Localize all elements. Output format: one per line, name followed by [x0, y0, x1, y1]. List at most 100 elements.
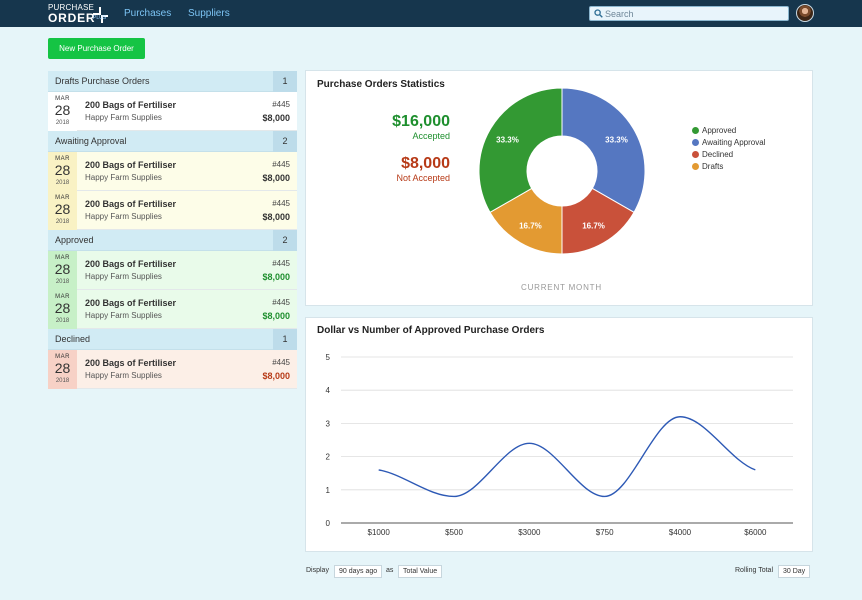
- x-tick-label: $6000: [744, 528, 767, 537]
- group-count: 2: [273, 131, 297, 152]
- group-title: Approved: [55, 235, 94, 245]
- y-tick-label: 3: [326, 419, 331, 428]
- order-row[interactable]: MAR 28 2018 200 Bags of Fertiliser Happy Far…: [48, 290, 297, 329]
- order-date: MAR 28 2018: [48, 251, 77, 290]
- logo-line1: PURCHASE: [48, 3, 95, 12]
- order-row[interactable]: MAR 28 2018 200 Bags of Fertiliser Happy Far…: [48, 152, 297, 191]
- order-name: 200 Bags of Fertiliser: [85, 199, 177, 209]
- order-number: #445: [272, 358, 290, 367]
- donut-chart: 33.3% 16.7% 16.7% 33.3%: [478, 87, 646, 255]
- y-tick-label: 4: [326, 386, 331, 395]
- order-date: MAR 28 2018: [48, 152, 77, 191]
- app-logo[interactable]: PURCHASE ORDER PLUS: [48, 4, 110, 24]
- y-tick-label: 2: [326, 453, 331, 462]
- line-series[interactable]: [378, 416, 756, 498]
- logo-mark-icon: [93, 5, 108, 23]
- order-amount: $8,000: [262, 272, 290, 282]
- search-input[interactable]: [605, 7, 785, 20]
- group-count: 1: [273, 71, 297, 92]
- not-accepted-label: Not Accepted: [396, 173, 450, 183]
- group-header-awaiting[interactable]: Awaiting Approval 2: [48, 131, 297, 152]
- accepted-value: $16,000: [392, 113, 450, 130]
- top-bar: PURCHASE ORDER PLUS Purchases Suppliers: [0, 0, 862, 27]
- period-label: CURRENT MONTH: [521, 283, 602, 292]
- logo-plus: PLUS: [93, 15, 107, 21]
- order-year: 2018: [55, 180, 70, 186]
- order-row[interactable]: MAR 28 2018 200 Bags of Fertiliser Happy Far…: [48, 191, 297, 230]
- legend-drafts-label: Drafts: [702, 162, 724, 171]
- order-year: 2018: [55, 318, 70, 324]
- nav-purchases[interactable]: Purchases: [124, 8, 172, 19]
- order-name: 200 Bags of Fertiliser: [85, 100, 177, 110]
- display-label: Display: [306, 567, 329, 574]
- donut-slice-label: 16.7%: [582, 222, 605, 231]
- group-count: 1: [273, 329, 297, 350]
- x-tick-label: $3000: [518, 528, 541, 537]
- donut-slice-awaiting-approval[interactable]: [561, 87, 646, 214]
- x-tick-label: $1000: [368, 528, 391, 537]
- display-select[interactable]: 90 days ago: [334, 565, 383, 578]
- order-number: #445: [272, 259, 290, 268]
- order-month: MAR: [55, 294, 70, 300]
- avatar[interactable]: [796, 4, 814, 22]
- donut-slice-approved[interactable]: [478, 87, 563, 214]
- rolling-total-label: Rolling Total: [735, 567, 774, 574]
- order-year: 2018: [55, 219, 70, 225]
- order-month: MAR: [55, 354, 70, 360]
- rolling-total-select[interactable]: 30 Day: [778, 565, 811, 578]
- order-supplier: Happy Farm Supplies: [85, 272, 162, 281]
- order-day: 28: [54, 162, 71, 178]
- order-day: 28: [54, 102, 71, 118]
- order-row[interactable]: MAR 28 2018 200 Bags of Fertiliser Happy Far…: [48, 92, 297, 131]
- order-number: #445: [272, 199, 290, 208]
- group-header-approved[interactable]: Approved 2: [48, 230, 297, 251]
- legend-approved-label: Approved: [702, 126, 737, 135]
- order-day: 28: [54, 201, 71, 217]
- not-accepted-value: $8,000: [401, 155, 450, 172]
- donut-slice-label: 33.3%: [496, 135, 519, 144]
- order-name: 200 Bags of Fertiliser: [85, 259, 177, 269]
- order-number: #445: [272, 160, 290, 169]
- order-name: 200 Bags of Fertiliser: [85, 160, 177, 170]
- group-header-declined[interactable]: Declined 1: [48, 329, 297, 350]
- legend-declined-swatch: [692, 151, 699, 158]
- order-date: MAR 28 2018: [48, 290, 77, 329]
- order-name: 200 Bags of Fertiliser: [85, 358, 177, 368]
- order-row[interactable]: MAR 28 2018 200 Bags of Fertiliser Happy Far…: [48, 350, 297, 389]
- group-title: Drafts Purchase Orders: [55, 76, 150, 86]
- order-month: MAR: [55, 96, 70, 102]
- group-header-draft[interactable]: Drafts Purchase Orders 1: [48, 71, 297, 92]
- order-month: MAR: [55, 195, 70, 201]
- y-tick-label: 5: [326, 353, 331, 362]
- legend-awaiting-label: Awaiting Approval: [702, 138, 766, 147]
- y-tick-label: 0: [326, 519, 331, 528]
- order-month: MAR: [55, 156, 70, 162]
- line-chart-card: Dollar vs Number of Approved Purchase Or…: [305, 317, 813, 552]
- order-number: #445: [272, 298, 290, 307]
- as-select[interactable]: Total Value: [398, 565, 443, 578]
- search-icon: [594, 9, 603, 18]
- order-supplier: Happy Farm Supplies: [85, 212, 162, 221]
- order-number: #445: [272, 100, 290, 109]
- order-day: 28: [54, 360, 71, 376]
- order-supplier: Happy Farm Supplies: [85, 113, 162, 122]
- line-chart-title: Dollar vs Number of Approved Purchase Or…: [317, 325, 545, 336]
- order-date: MAR 28 2018: [48, 191, 77, 230]
- order-row[interactable]: MAR 28 2018 200 Bags of Fertiliser Happy Far…: [48, 251, 297, 290]
- order-day: 28: [54, 300, 71, 316]
- donut-slice-label: 16.7%: [519, 222, 542, 231]
- donut-slice-label: 33.3%: [605, 135, 628, 144]
- stats-card: Purchase Orders Statistics $16,000 Accep…: [305, 70, 813, 306]
- logo-line2: ORDER: [48, 11, 96, 25]
- new-purchase-order-button[interactable]: New Purchase Order: [48, 38, 145, 59]
- order-day: 28: [54, 261, 71, 277]
- legend-declined-label: Declined: [702, 150, 734, 159]
- search-box[interactable]: [589, 6, 789, 21]
- x-tick-label: $500: [445, 528, 463, 537]
- nav-suppliers[interactable]: Suppliers: [188, 8, 230, 19]
- order-year: 2018: [55, 279, 70, 285]
- legend-awaiting-swatch: [692, 139, 699, 146]
- as-label: as: [386, 567, 394, 574]
- y-tick-label: 1: [326, 486, 331, 495]
- order-amount: $8,000: [262, 311, 290, 321]
